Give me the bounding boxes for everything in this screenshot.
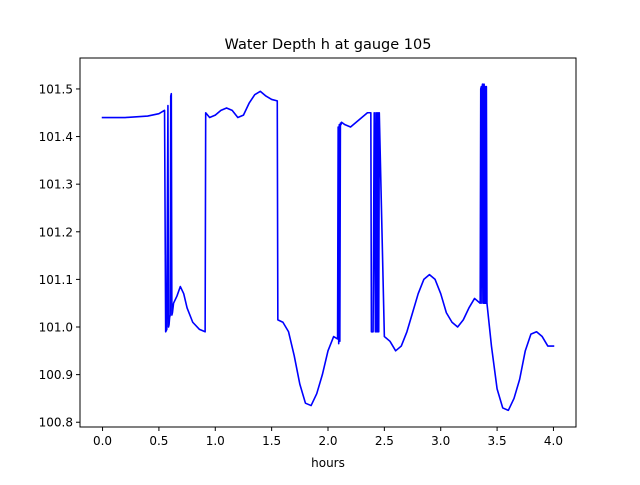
chart-title: Water Depth h at gauge 105 bbox=[225, 37, 432, 53]
x-tick-label: 0.0 bbox=[93, 434, 112, 448]
x-tick-label: 3.5 bbox=[488, 434, 507, 448]
y-axis-ticks: 100.8 100.9 101.0 101.1 101.2 101.3 101.4 101.5 bbox=[39, 82, 80, 430]
y-tick-label: 101.1 bbox=[39, 273, 73, 287]
y-tick-label: 100.8 bbox=[39, 416, 73, 430]
x-axis-label: hours bbox=[311, 456, 345, 470]
x-tick-label: 3.0 bbox=[431, 434, 450, 448]
x-tick-label: 2.0 bbox=[318, 434, 337, 448]
y-tick-label: 101.4 bbox=[39, 130, 73, 144]
y-tick-label: 101.2 bbox=[39, 225, 73, 239]
x-tick-label: 0.5 bbox=[149, 434, 168, 448]
x-tick-label: 4.0 bbox=[544, 434, 563, 448]
y-tick-label: 101.0 bbox=[39, 321, 73, 335]
x-tick-label: 1.5 bbox=[262, 434, 281, 448]
x-tick-label: 1.0 bbox=[206, 434, 225, 448]
y-tick-label: 101.5 bbox=[39, 82, 73, 96]
y-tick-label: 100.9 bbox=[39, 368, 73, 382]
x-tick-label: 2.5 bbox=[375, 434, 394, 448]
y-tick-label: 101.3 bbox=[39, 178, 73, 192]
x-axis-ticks: 0.0 0.5 1.0 1.5 2.0 2.5 3.0 3.5 4.0 bbox=[93, 427, 563, 448]
series-line-1 bbox=[101, 83, 555, 412]
